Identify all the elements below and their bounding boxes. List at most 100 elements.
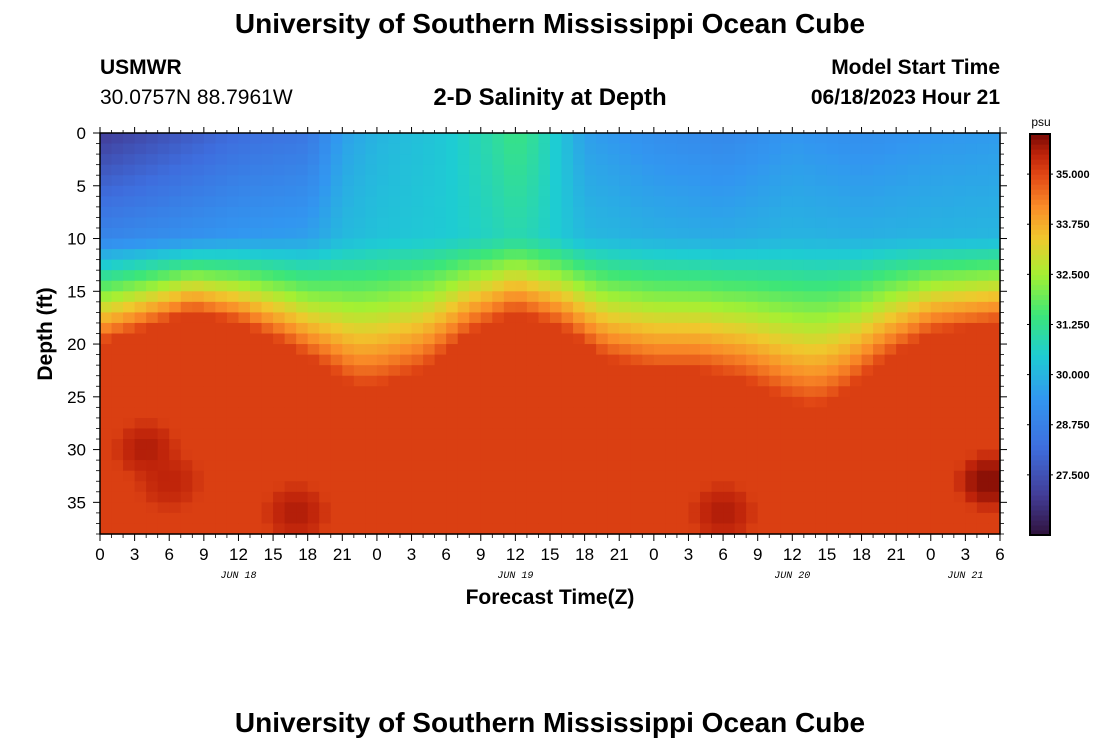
heatmap-cell xyxy=(919,249,932,261)
heatmap-cell xyxy=(723,396,736,408)
heatmap-cell xyxy=(411,386,424,398)
heatmap-cell xyxy=(630,154,643,166)
colorbar-segment xyxy=(1030,299,1050,306)
heatmap-cell xyxy=(665,354,678,366)
heatmap-cell xyxy=(469,259,482,271)
heatmap-cell xyxy=(665,249,678,261)
heatmap-cell xyxy=(353,164,366,176)
heatmap-cell xyxy=(550,291,563,303)
colorbar-segment xyxy=(1030,289,1050,295)
heatmap-cell xyxy=(607,227,620,240)
heatmap-cell xyxy=(203,523,216,535)
heatmap-cell xyxy=(838,259,851,271)
heatmap-cell xyxy=(296,154,309,166)
heatmap-cell xyxy=(353,301,366,313)
heatmap-cell xyxy=(723,523,736,535)
heatmap-cell xyxy=(561,301,574,313)
heatmap-cell xyxy=(884,185,897,197)
heatmap-cell xyxy=(538,481,551,493)
heatmap-cell xyxy=(965,396,978,408)
heatmap-cell xyxy=(123,175,136,187)
heatmap-cell xyxy=(953,365,966,377)
heatmap-cell xyxy=(573,164,586,176)
heatmap-cell xyxy=(550,386,563,398)
heatmap-cell xyxy=(538,270,551,282)
heatmap-cell xyxy=(423,344,436,356)
heatmap-cell xyxy=(273,291,286,303)
x-tick-label: 15 xyxy=(264,545,283,564)
heatmap-cell xyxy=(157,417,170,430)
heatmap-cell xyxy=(919,322,932,335)
heatmap-cell xyxy=(434,417,447,430)
heatmap-cell xyxy=(515,185,528,197)
heatmap-cell xyxy=(873,312,886,324)
heatmap-cell xyxy=(884,491,897,503)
heatmap-cell xyxy=(261,491,274,503)
heatmap-cell xyxy=(353,175,366,187)
heatmap-cell xyxy=(815,386,828,398)
heatmap-cell xyxy=(688,439,701,451)
heatmap-cell xyxy=(711,270,724,282)
heatmap-cell xyxy=(342,154,355,166)
heatmap-cell xyxy=(919,175,932,187)
heatmap-cell xyxy=(146,270,159,282)
heatmap-cell xyxy=(365,396,378,408)
heatmap-cell xyxy=(861,344,874,356)
heatmap-cell xyxy=(250,227,263,240)
heatmap-cell xyxy=(653,386,666,398)
heatmap-cell xyxy=(688,154,701,166)
heatmap-cell xyxy=(850,365,863,377)
heatmap-cell xyxy=(988,270,1001,282)
heatmap-cell xyxy=(250,375,263,387)
heatmap-cell xyxy=(146,154,159,166)
heatmap-cell xyxy=(757,354,770,366)
heatmap-cell xyxy=(573,523,586,535)
heatmap-cell xyxy=(803,375,816,387)
x-tick-label: 6 xyxy=(718,545,727,564)
heatmap-cell xyxy=(157,375,170,387)
heatmap-cell xyxy=(480,481,493,493)
heatmap-cell xyxy=(503,481,516,493)
heatmap-cell xyxy=(630,249,643,261)
heatmap-cell xyxy=(480,428,493,440)
heatmap-cell xyxy=(953,512,966,525)
heatmap-cell xyxy=(584,312,597,324)
heatmap-cell xyxy=(146,344,159,356)
heatmap-cell xyxy=(480,164,493,176)
colorbar-segment xyxy=(1030,134,1050,140)
heatmap-cell xyxy=(215,354,228,366)
heatmap-cell xyxy=(769,439,782,451)
heatmap-cell xyxy=(884,217,897,229)
heatmap-cell xyxy=(550,344,563,356)
heatmap-cell xyxy=(376,491,390,503)
heatmap-cell xyxy=(480,322,493,335)
heatmap-cell xyxy=(653,491,666,503)
heatmap-cell xyxy=(526,512,540,525)
heatmap-cell xyxy=(203,439,216,451)
heatmap-cell xyxy=(734,206,747,219)
heatmap-cell xyxy=(296,481,309,493)
heatmap-cell xyxy=(884,512,897,525)
heatmap-cell xyxy=(330,227,343,240)
heatmap-cell xyxy=(965,154,978,166)
heatmap-cell xyxy=(838,164,851,176)
heatmap-cell xyxy=(930,143,943,155)
heatmap-cell xyxy=(469,154,482,166)
heatmap-cell xyxy=(515,470,528,482)
heatmap-cell xyxy=(942,322,955,335)
heatmap-cell xyxy=(596,133,609,145)
heatmap-cell xyxy=(215,460,228,472)
heatmap-cell xyxy=(873,217,886,229)
heatmap-cell xyxy=(803,227,816,240)
heatmap-cell xyxy=(676,143,690,155)
heatmap-cell xyxy=(307,354,320,366)
heatmap-cell xyxy=(884,333,897,345)
colorbar-segment xyxy=(1030,499,1050,506)
heatmap-cell xyxy=(723,354,736,366)
heatmap-cell xyxy=(284,259,297,271)
heatmap-cell xyxy=(596,143,609,155)
heatmap-cell xyxy=(284,502,297,514)
heatmap-cell xyxy=(180,164,193,176)
heatmap-cell xyxy=(619,460,632,472)
colorbar-segment xyxy=(1030,239,1050,245)
